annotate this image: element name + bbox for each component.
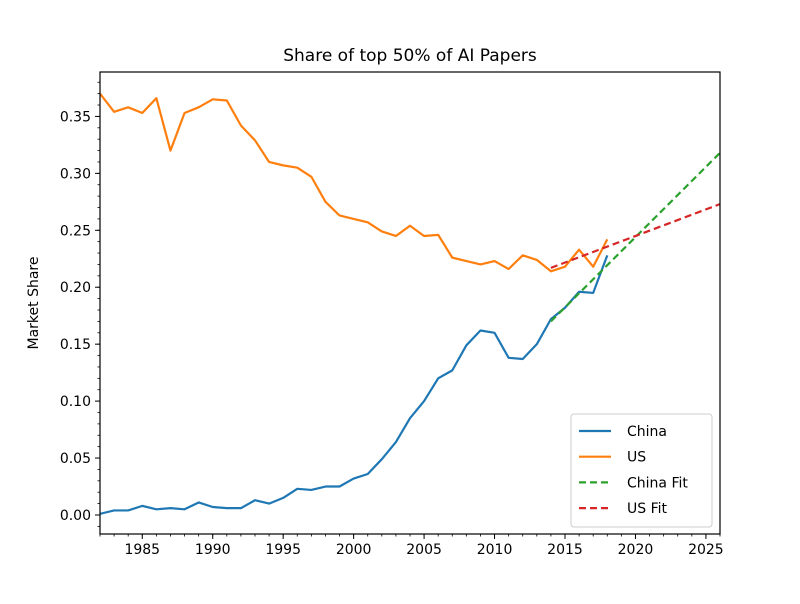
- legend-label: China Fit: [627, 475, 688, 491]
- y-tick-label: 0.05: [60, 451, 91, 467]
- legend: China US China Fit US Fit: [570, 413, 713, 528]
- series-line-china: [100, 254, 609, 515]
- x-tick-label: 2020: [618, 542, 654, 558]
- x-tick-label: 2005: [406, 542, 442, 558]
- legend-frame: [570, 413, 713, 528]
- series-line-us-fit: [550, 203, 720, 269]
- x-tick-label: 2010: [477, 542, 513, 558]
- y-tick-label: 0.15: [60, 337, 91, 353]
- x-tick-label: 1985: [124, 542, 160, 558]
- series-line-china-fit: [550, 152, 720, 323]
- y-tick-label: 0.25: [60, 223, 91, 239]
- y-tick-label: 0.20: [60, 280, 91, 296]
- y-tick-label: 0.00: [60, 508, 91, 524]
- legend-label: US Fit: [627, 501, 668, 517]
- x-tick-label: 2015: [547, 542, 583, 558]
- series-line-us: [100, 92, 609, 273]
- x-tick-label: 1995: [265, 542, 301, 558]
- plot-area-frame: [99, 71, 721, 535]
- y-tick-label: 0.30: [60, 166, 91, 182]
- y-tick-label: 0.10: [60, 394, 91, 410]
- legend-label: US: [627, 450, 646, 466]
- x-tick-label: 2000: [336, 542, 372, 558]
- chart-title: Share of top 50% of AI Papers: [283, 46, 537, 66]
- x-tick-label: 2025: [688, 542, 724, 558]
- y-axis-label: Market Share: [26, 257, 42, 350]
- legend-label: China: [627, 424, 667, 440]
- x-tick-label: 1990: [195, 542, 231, 558]
- y-tick-label: 0.35: [60, 109, 91, 125]
